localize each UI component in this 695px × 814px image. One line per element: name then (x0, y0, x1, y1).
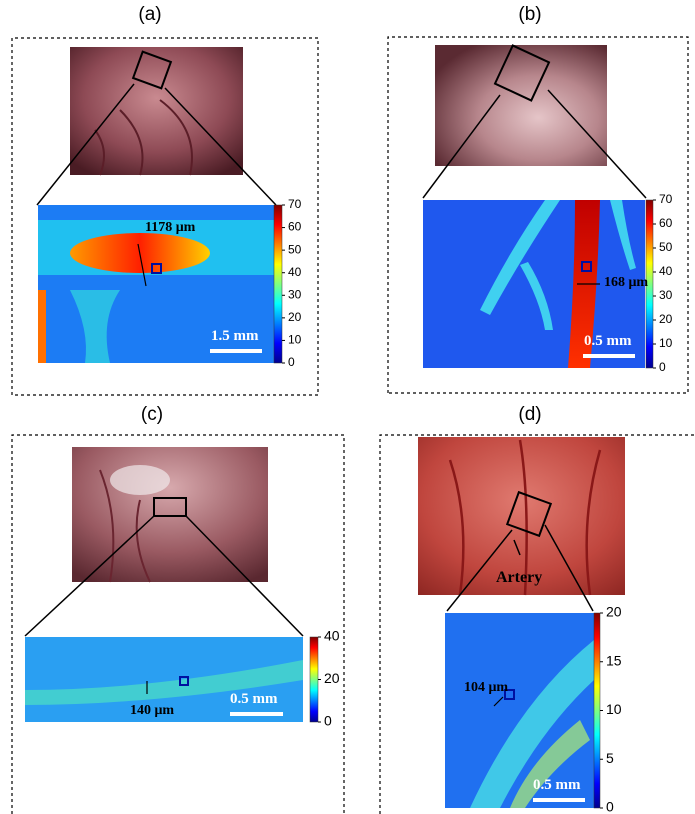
colorbar-tick-label: 60 (659, 216, 673, 230)
scale-bar-label: 1.5 mm (211, 328, 259, 344)
colorbar-tick-label: 30 (288, 287, 302, 301)
panel-label: (c) (141, 404, 163, 425)
panel-label: (a) (138, 4, 161, 25)
scale-bar-label: 0.5 mm (230, 691, 278, 707)
measurement-label: 104 μm (464, 680, 508, 695)
colorbar-tick-label: 5 (606, 750, 614, 766)
colorbar-tick-label: 60 (288, 220, 302, 234)
colorbar-tick-label: 0 (606, 799, 614, 814)
colorbar (274, 205, 282, 363)
colorbar-tick-label: 40 (659, 264, 673, 278)
scale-bar-label: 0.5 mm (584, 333, 632, 349)
panel-label: (d) (518, 404, 541, 425)
colorbar-tick-label: 10 (288, 333, 302, 347)
panel-b-images (423, 45, 646, 368)
measurement-label: 140 μm (130, 703, 174, 718)
colorbar (594, 613, 600, 808)
colorbar-tick-label: 10 (606, 701, 622, 717)
measurement-label: 168 μm (604, 275, 648, 290)
colorbar-tick-label: 40 (324, 628, 340, 644)
colorbar-tick-label: 70 (659, 192, 673, 206)
colorbar-tick-label: 50 (288, 242, 302, 256)
scale-bar-label: 0.5 mm (533, 777, 581, 793)
colorbar-tick-label: 20 (606, 604, 622, 620)
colorbar-tick-label: 70 (288, 197, 302, 211)
colorbar-tick-label: 20 (659, 312, 673, 326)
figure: (a)0102030405060701178 μm1.5 mm(b)010203… (0, 0, 695, 814)
measurement-label: 1178 μm (145, 220, 196, 235)
colorbar-tick-label: 20 (324, 670, 340, 686)
panel-label: (b) (518, 4, 541, 25)
colorbar-tick-label: 0 (324, 713, 332, 729)
colorbar-tick-label: 15 (606, 652, 622, 668)
colorbar-tick-label: 10 (659, 336, 673, 350)
colorbar-tick-label: 20 (288, 310, 302, 324)
colorbar-tick-label: 0 (659, 360, 666, 374)
panel-a-images (37, 47, 276, 363)
colorbar (310, 637, 318, 722)
panel-c-images (25, 447, 303, 722)
annotation: Artery (496, 569, 542, 586)
colorbar-tick-label: 0 (288, 355, 295, 369)
colorbar-tick-label: 50 (659, 240, 673, 254)
colorbar-tick-label: 40 (288, 265, 302, 279)
colorbar-tick-label: 30 (659, 288, 673, 302)
